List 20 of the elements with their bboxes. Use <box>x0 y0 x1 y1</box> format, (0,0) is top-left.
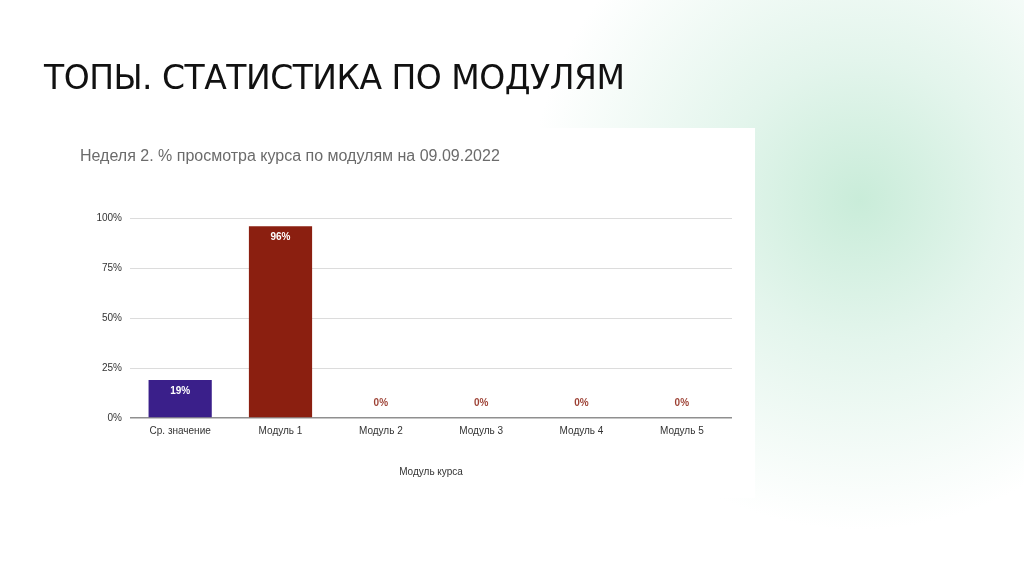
data-label: 0% <box>674 396 690 408</box>
data-label: 0% <box>373 396 389 408</box>
data-label: 0% <box>574 396 589 408</box>
x-axis-title: Модуль курса <box>399 465 464 477</box>
data-label: 19% <box>170 384 191 396</box>
x-tick-label: Модуль 2 <box>358 424 404 436</box>
x-tick-label: Модуль 1 <box>258 424 303 436</box>
x-tick-label: Модуль 5 <box>659 424 705 436</box>
x-tick-label: Модуль 4 <box>559 424 604 436</box>
x-tick-label: Ср. значение <box>149 424 212 436</box>
chart-subtitle: Неделя 2. % просмотра курса по модулям на 09.09.2022 <box>80 147 500 165</box>
y-tick-label: 100% <box>96 211 123 223</box>
x-tick-label: Модуль 3 <box>459 424 504 436</box>
data-label: 0% <box>473 396 489 408</box>
chart-title: ТОПЫ. СТАТИСТИКА ПО МОДУЛЯМ <box>44 58 625 97</box>
y-tick-label: 50% <box>101 311 123 323</box>
y-tick-label: 25% <box>101 361 123 373</box>
y-tick-label: 0% <box>107 411 123 423</box>
y-tick-label: 75% <box>101 261 123 273</box>
data-label: 96% <box>270 230 291 242</box>
